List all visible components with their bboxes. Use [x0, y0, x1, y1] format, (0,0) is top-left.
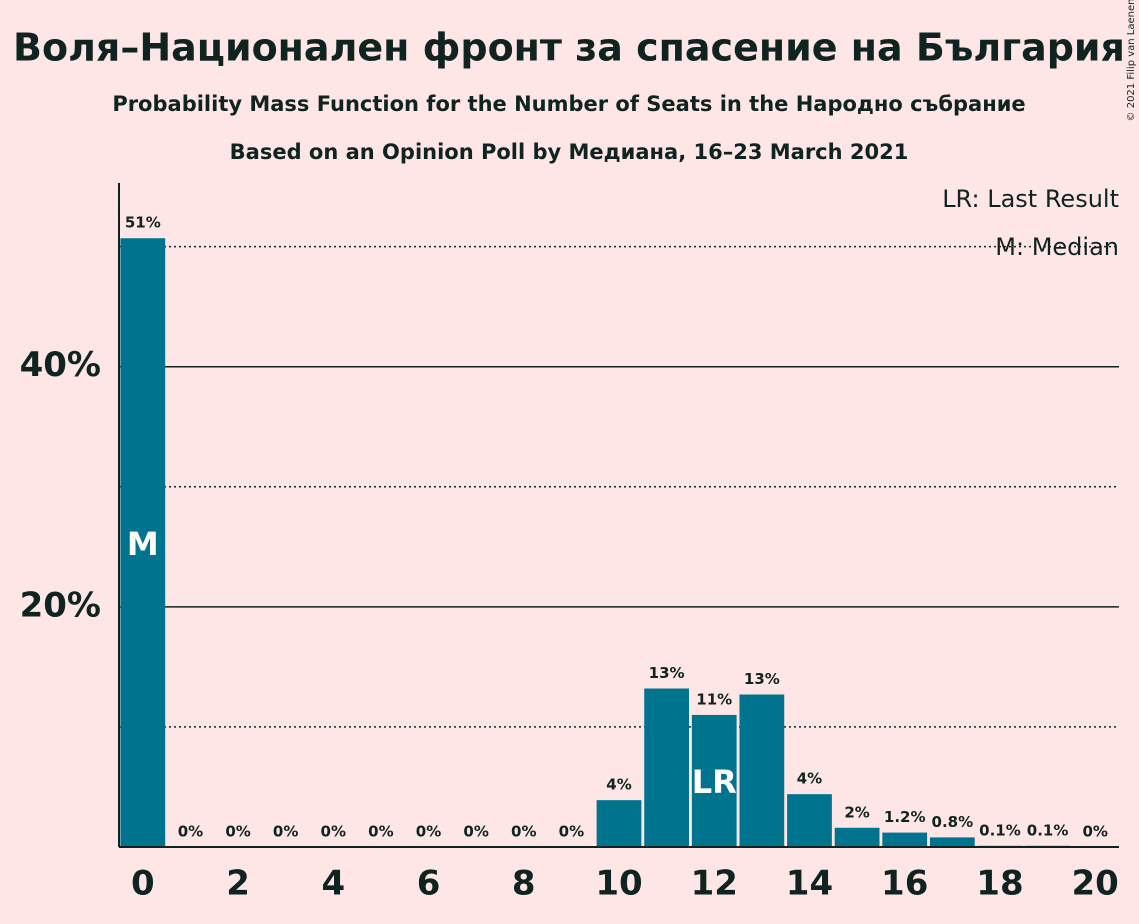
legend-entry: M: Median — [995, 233, 1119, 261]
value-label: 0% — [511, 823, 536, 841]
x-tick-label: 18 — [976, 864, 1023, 904]
value-label: 0% — [463, 823, 488, 841]
value-label: 0% — [178, 823, 203, 841]
chart-subtitle: Based on an Opinion Poll by Медиана, 16–… — [230, 140, 909, 164]
bar-annotation: LR — [692, 763, 737, 801]
bar — [929, 837, 975, 847]
x-tick-label: 12 — [691, 864, 738, 904]
bar-annotation: M — [127, 525, 159, 563]
x-tick-label: 14 — [786, 864, 833, 904]
value-label: 0% — [368, 823, 393, 841]
x-tick-label: 8 — [512, 864, 536, 904]
x-tick-label: 6 — [417, 864, 441, 904]
x-tick-label: 20 — [1072, 864, 1119, 904]
value-label: 0% — [559, 823, 584, 841]
value-label: 0.1% — [1027, 821, 1069, 839]
bar — [691, 714, 737, 847]
bar — [120, 238, 166, 847]
value-label: 0% — [1082, 823, 1107, 841]
value-label: 11% — [696, 690, 732, 708]
legend-entry: LR: Last Result — [942, 185, 1119, 213]
bar — [787, 794, 832, 847]
value-label: 1.2% — [884, 808, 926, 826]
y-tick-label: 20% — [20, 585, 101, 625]
x-tick-label: 16 — [881, 864, 928, 904]
value-label: 0% — [321, 823, 346, 841]
value-label: 0% — [273, 823, 298, 841]
value-label: 51% — [125, 214, 161, 232]
copyright: © 2021 Filip van Laenen — [1126, 0, 1137, 121]
bar — [834, 827, 880, 847]
value-label: 0.1% — [979, 821, 1021, 839]
x-tick-label: 0 — [131, 864, 155, 904]
chart-subtitle: Probability Mass Function for the Number… — [112, 92, 1025, 116]
value-label: 2% — [844, 803, 869, 821]
x-tick-label: 4 — [321, 864, 345, 904]
bar — [596, 800, 642, 847]
x-tick-label: 10 — [595, 864, 642, 904]
y-tick-label: 40% — [20, 345, 101, 385]
value-label: 13% — [744, 670, 780, 688]
value-label: 0% — [416, 823, 441, 841]
value-label: 0.8% — [932, 813, 974, 831]
value-label: 4% — [797, 770, 822, 788]
bar — [644, 688, 689, 847]
bar — [739, 694, 785, 847]
bar — [882, 832, 928, 847]
value-label: 0% — [225, 823, 250, 841]
x-tick-label: 2 — [226, 864, 250, 904]
value-label: 13% — [649, 664, 685, 682]
chart-title: Воля–Национален фронт за спасение на Бъл… — [13, 26, 1125, 70]
value-label: 4% — [606, 776, 631, 794]
